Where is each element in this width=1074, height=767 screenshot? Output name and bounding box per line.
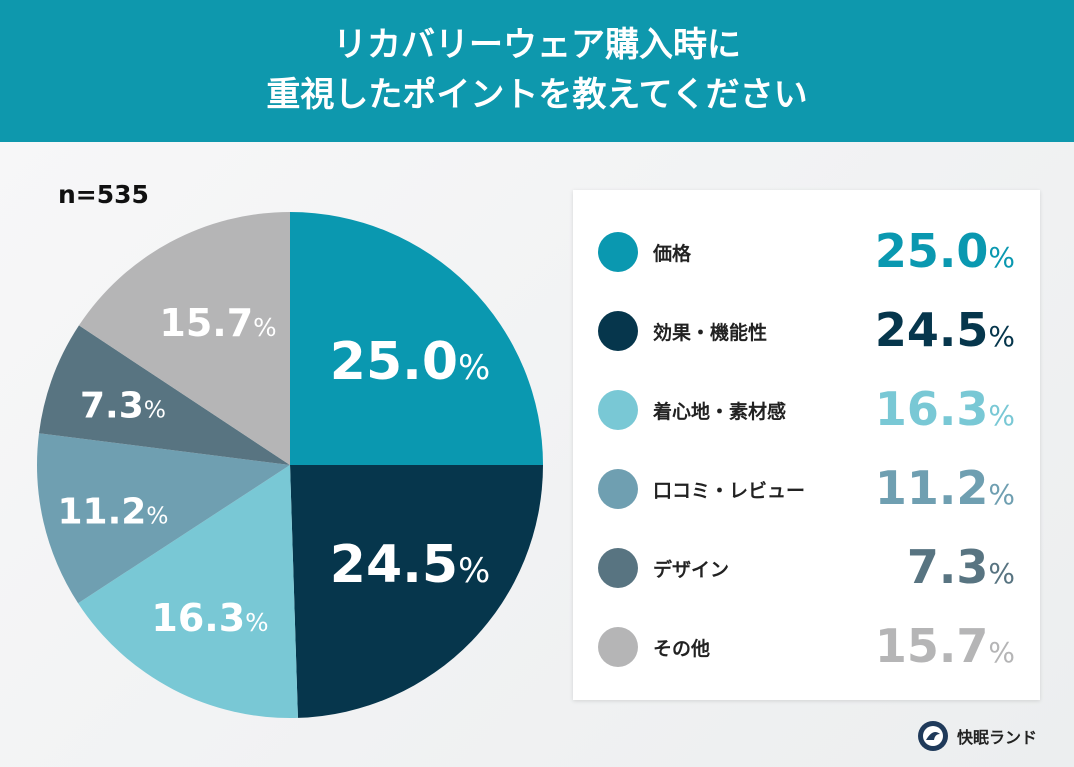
- legend-color-dot: [598, 469, 638, 509]
- legend-item: その他 15.7%: [573, 617, 1040, 677]
- percent-unit: %: [245, 608, 269, 637]
- percent-unit: %: [988, 241, 1015, 274]
- slice-label: 24.5%: [330, 535, 490, 595]
- legend-item: デザイン 7.3%: [573, 538, 1040, 598]
- chart-title: リカバリーウェア購入時に 重視したポイントを教えてください: [0, 0, 1074, 142]
- legend-value: 24.5%: [875, 303, 1015, 357]
- legend-item: 価格 25.0%: [573, 222, 1040, 282]
- brand-logo: 快眠ランド: [917, 720, 1037, 752]
- legend-label: その他: [653, 638, 711, 660]
- percent-unit: %: [988, 636, 1015, 669]
- legend: 価格 25.0% 効果・機能性 24.5% 着心地・素材感 16.3% 口コミ・…: [573, 190, 1040, 700]
- slice-value: 11.2: [57, 491, 147, 533]
- percent-unit: %: [988, 478, 1015, 511]
- pie-slice: [78, 212, 291, 465]
- legend-color-dot: [598, 390, 638, 430]
- legend-value: 11.2%: [875, 461, 1015, 515]
- legend-value: 7.3%: [907, 540, 1015, 594]
- slice-value: 7.3: [79, 385, 144, 427]
- percent-unit: %: [458, 348, 491, 387]
- legend-number: 16.3: [874, 382, 989, 436]
- legend-item: 着心地・素材感 16.3%: [573, 380, 1040, 440]
- legend-color-dot: [598, 311, 638, 351]
- legend-number: 7.3: [906, 540, 989, 594]
- legend-label: 効果・機能性: [653, 322, 768, 344]
- legend-color-dot: [598, 548, 638, 588]
- slice-label: 7.3%: [80, 386, 166, 427]
- pie-slice: [37, 433, 290, 604]
- pie-chart: [37, 212, 543, 719]
- sleeping-person-logo-icon: [918, 721, 948, 751]
- slice-value: 16.3: [151, 596, 246, 640]
- percent-unit: %: [253, 313, 277, 342]
- percent-unit: %: [143, 395, 167, 424]
- legend-value: 15.7%: [875, 619, 1015, 673]
- legend-number: 11.2: [874, 461, 989, 515]
- legend-item: 効果・機能性 24.5%: [573, 301, 1040, 361]
- slice-value: 24.5: [329, 535, 459, 595]
- legend-label: 価格: [653, 243, 692, 265]
- legend-color-dot: [598, 627, 638, 667]
- pie-slice: [78, 465, 298, 719]
- legend-color-dot: [598, 232, 638, 272]
- legend-number: 15.7: [874, 619, 989, 673]
- legend-number: 24.5: [874, 303, 989, 357]
- percent-unit: %: [988, 557, 1015, 590]
- legend-number: 25.0: [874, 224, 989, 278]
- slice-label: 16.3%: [151, 596, 268, 640]
- legend-value: 25.0%: [875, 224, 1015, 278]
- legend-label: 口コミ・レビュー: [653, 480, 806, 502]
- percent-unit: %: [988, 399, 1015, 432]
- percent-unit: %: [146, 501, 169, 530]
- slice-label: 11.2%: [57, 492, 168, 533]
- brand-name: 快眠ランド: [957, 728, 1038, 747]
- pie-slice: [290, 465, 543, 718]
- title-line-2: 重視したポイントを教えてください: [266, 75, 808, 115]
- title-line-1: リカバリーウェア購入時に: [333, 25, 741, 65]
- pie-slice: [38, 325, 290, 465]
- percent-unit: %: [458, 551, 491, 590]
- pie-slice: [290, 212, 543, 465]
- slice-value: 25.0: [329, 332, 459, 392]
- legend-item: 口コミ・レビュー 11.2%: [573, 459, 1040, 519]
- legend-label: デザイン: [653, 559, 730, 581]
- percent-unit: %: [988, 320, 1015, 353]
- slice-label: 25.0%: [330, 332, 490, 392]
- legend-value: 16.3%: [875, 382, 1015, 436]
- sample-size: n=535: [58, 180, 149, 209]
- legend-label: 着心地・素材感: [653, 401, 787, 423]
- slice-value: 15.7: [159, 301, 254, 345]
- slice-label: 15.7%: [159, 301, 276, 345]
